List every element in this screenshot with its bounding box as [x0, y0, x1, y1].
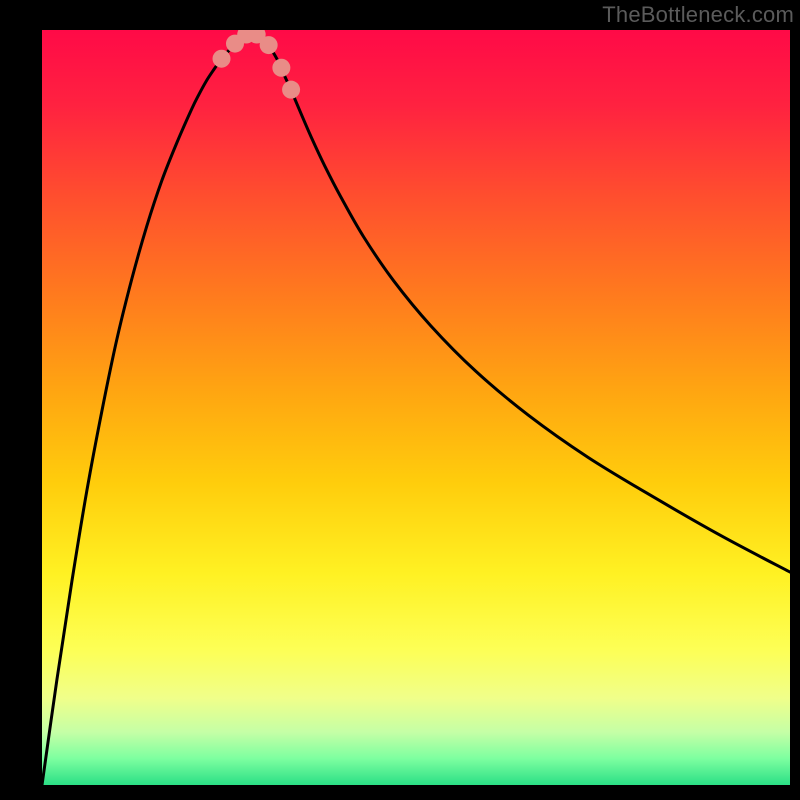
- valley-marker: [260, 36, 278, 54]
- valley-marker: [272, 59, 290, 77]
- watermark-text: TheBottleneck.com: [602, 2, 794, 28]
- chart-svg: [42, 30, 790, 785]
- bottleneck-curve: [42, 32, 790, 785]
- valley-marker: [282, 81, 300, 99]
- chart-frame: TheBottleneck.com: [0, 0, 800, 800]
- valley-marker: [213, 50, 231, 68]
- plot-area: [42, 30, 790, 785]
